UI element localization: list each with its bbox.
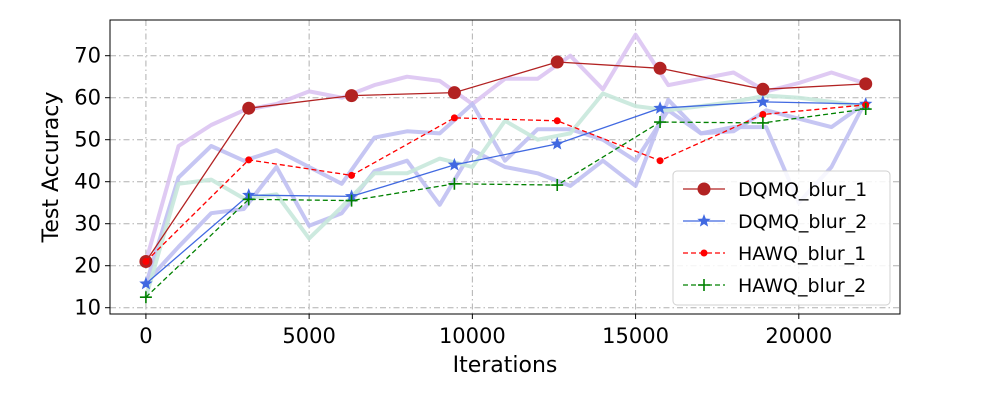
y-ticks: 10 20 30 40 50 60 70 <box>74 44 110 320</box>
legend-marker <box>697 214 711 227</box>
series-point <box>653 101 667 114</box>
series-point <box>345 89 359 103</box>
legend-box <box>672 170 891 306</box>
series-point <box>756 94 770 108</box>
x-axis-label: Iterations <box>453 353 558 378</box>
series-point <box>139 291 152 304</box>
series-layer <box>139 55 873 304</box>
series-line <box>145 108 866 298</box>
x-tick-label: 20000 <box>765 324 832 348</box>
plot-frame <box>109 19 901 315</box>
legend-marker <box>697 182 711 196</box>
series-point <box>654 116 667 129</box>
series-point <box>142 258 150 265</box>
series-point <box>447 157 462 171</box>
x-tick-label: 0 <box>139 324 152 348</box>
legend-item: DQMQ_blur_2 <box>683 211 867 233</box>
series-point <box>245 156 253 164</box>
x-tick-label: 10000 <box>439 324 506 348</box>
series-point <box>450 114 458 122</box>
legend-label: DQMQ_blur_2 <box>738 211 867 233</box>
y-axis-label: Test Accuracy <box>39 92 64 244</box>
legend-label: HAWQ_blur_2 <box>738 275 866 297</box>
series-point <box>656 157 664 165</box>
series-point <box>653 61 667 75</box>
y-tick-label: 20 <box>74 254 101 278</box>
legend-label: DQMQ_blur_1 <box>738 179 867 201</box>
legend: DQMQ_blur_1 DQMQ_blur_2 HAWQ_blur_1 HAWQ_bl… <box>672 170 891 306</box>
legend-item: DQMQ_blur_1 <box>683 179 867 201</box>
legend-marker <box>700 249 708 257</box>
y-tick-label: 60 <box>74 86 101 110</box>
series-point <box>756 116 769 129</box>
series-point <box>345 194 358 207</box>
legend-item: HAWQ_blur_2 <box>683 275 866 297</box>
series-line <box>145 61 866 262</box>
y-tick-label: 10 <box>74 296 101 320</box>
y-tick-label: 40 <box>74 170 101 194</box>
series-point <box>550 55 564 69</box>
series-point <box>553 117 561 125</box>
series-point <box>859 103 872 116</box>
series-HAWQ_blur_2 <box>139 103 872 304</box>
y-tick-label: 30 <box>74 212 101 236</box>
series-point <box>550 136 564 150</box>
series-point <box>447 86 461 100</box>
series-point <box>759 111 767 118</box>
legend-item: HAWQ_blur_1 <box>683 243 866 265</box>
series-point <box>756 82 770 96</box>
series-line <box>145 101 866 285</box>
background-trace-line <box>144 97 866 284</box>
series-point <box>139 276 153 290</box>
series-point <box>348 171 356 179</box>
legend-label: HAWQ_blur_1 <box>738 243 866 265</box>
series-point <box>551 179 564 192</box>
background-trace-line <box>143 102 866 286</box>
legend-marker <box>698 279 710 291</box>
series-point <box>242 101 256 115</box>
x-ticks: 0 5000 10000 15000 20000 <box>139 314 832 348</box>
series-point <box>859 77 873 91</box>
y-tick-label: 70 <box>74 44 101 68</box>
series-point <box>448 177 461 190</box>
y-tick-label: 50 <box>74 128 101 152</box>
x-tick-label: 15000 <box>602 324 669 348</box>
series-point <box>242 193 255 206</box>
x-tick-label: 5000 <box>282 324 335 348</box>
